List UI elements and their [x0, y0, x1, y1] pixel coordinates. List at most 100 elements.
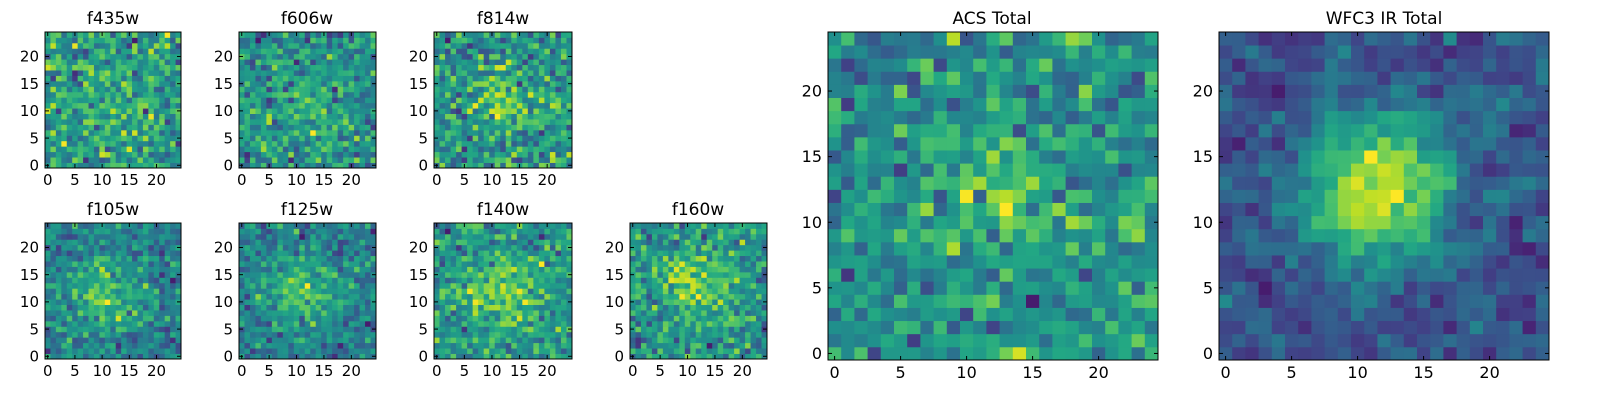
heatmap-cell: [880, 294, 895, 308]
heatmap-cell: [668, 315, 675, 322]
heatmap-cell: [126, 108, 133, 114]
heatmap-cell: [293, 64, 300, 71]
heatmap-cell: [1118, 189, 1132, 203]
heatmap-cell: [45, 239, 51, 246]
heatmap-cell: [483, 97, 490, 104]
heatmap-cell: [544, 59, 551, 66]
heatmap-cell: [657, 326, 664, 333]
heatmap-cell: [370, 337, 377, 344]
heatmap-cell: [478, 64, 485, 71]
heatmap-cell: [456, 80, 462, 87]
heatmap-cell: [450, 223, 457, 229]
heatmap-cell: [148, 70, 155, 76]
heatmap-cell: [126, 310, 133, 316]
heatmap-cell: [461, 239, 468, 246]
heatmap-cell: [494, 53, 501, 60]
heatmap-cell: [299, 348, 306, 354]
heatmap-cell: [77, 310, 84, 316]
heatmap-cell: [854, 150, 868, 164]
heatmap-cell: [170, 102, 176, 109]
heatmap-cell: [104, 233, 111, 240]
heatmap-cell: [159, 53, 166, 60]
heatmap-cell: [527, 129, 534, 136]
heatmap-cell: [55, 157, 62, 163]
heatmap-cell: [646, 337, 653, 344]
heatmap-cell: [706, 271, 713, 278]
heatmap-cell: [50, 162, 57, 169]
heatmap-cell: [745, 288, 751, 295]
heatmap-cell: [920, 346, 934, 361]
heatmap-cell: [527, 331, 534, 338]
heatmap-cell: [750, 326, 757, 333]
heatmap-cell: [115, 91, 122, 98]
heatmap-cell: [315, 59, 322, 66]
heatmap-cell: [690, 233, 697, 240]
heatmap-cell: [1065, 215, 1080, 230]
heatmap-cell: [646, 293, 653, 300]
heatmap-cell: [999, 228, 1014, 243]
heatmap-cell: [83, 129, 89, 136]
heatmap-cell: [271, 97, 278, 104]
heatmap-cell: [1039, 281, 1053, 295]
heatmap-cell: [249, 146, 256, 153]
heatmap-cell: [679, 315, 686, 322]
heatmap-cell: [159, 228, 166, 235]
heatmap-cell: [72, 75, 79, 82]
heatmap-cell: [121, 113, 127, 120]
heatmap-cell: [159, 353, 166, 360]
heatmap-cell: [549, 288, 556, 295]
heatmap-cell: [555, 151, 562, 158]
heatmap-cell: [511, 113, 518, 120]
heatmap-cell: [271, 53, 278, 60]
heatmap-cell: [894, 176, 908, 190]
heatmap-cell: [88, 129, 95, 136]
heatmap-cell: [293, 326, 300, 333]
heatmap-cell: [99, 37, 106, 44]
heatmap-cell: [500, 86, 507, 93]
heatmap-cell: [99, 288, 106, 295]
heatmap-cell: [271, 70, 278, 76]
heatmap-cell: [516, 304, 523, 311]
heatmap-cell: [973, 333, 987, 348]
y-tick-label: 5: [614, 320, 624, 338]
heatmap-cell: [701, 255, 708, 262]
heatmap-cell: [723, 233, 730, 240]
heatmap-cell: [104, 32, 111, 38]
heatmap-cell: [478, 326, 485, 333]
heatmap-cell: [142, 48, 149, 55]
heatmap-cell: [505, 124, 512, 131]
heatmap-cell: [511, 233, 518, 240]
heatmap-cell: [657, 261, 664, 267]
heatmap-cell: [745, 223, 751, 229]
heatmap-cell: [946, 281, 961, 295]
heatmap-cell: [739, 228, 746, 235]
heatmap-cell: [104, 124, 111, 131]
heatmap-cell: [560, 326, 567, 333]
heatmap-cell: [679, 277, 686, 284]
heatmap-cell: [555, 277, 562, 284]
heatmap-cell: [439, 42, 446, 49]
heatmap-cell: [99, 102, 106, 109]
heatmap-cell: [299, 261, 306, 267]
heatmap-cell: [93, 119, 100, 125]
heatmap-cell: [544, 337, 551, 344]
heatmap-cell: [266, 119, 273, 125]
heatmap-cell: [126, 151, 133, 158]
heatmap-cell: [489, 75, 496, 82]
heatmap-cell: [522, 326, 529, 333]
heatmap-cell: [282, 157, 289, 163]
heatmap-cell: [304, 91, 311, 98]
heatmap-cell: [321, 239, 328, 246]
heatmap-cell: [701, 348, 708, 354]
heatmap-cell: [77, 223, 84, 229]
heatmap-cell: [516, 48, 523, 55]
heatmap-cell: [544, 342, 551, 349]
heatmap-cell: [310, 64, 317, 71]
heatmap-cell: [739, 293, 746, 300]
heatmap-cell: [244, 326, 251, 333]
heatmap-cell: [170, 244, 176, 251]
heatmap-cell: [445, 86, 451, 93]
heatmap-cell: [77, 64, 84, 71]
heatmap-cell: [266, 320, 273, 327]
heatmap-cell: [170, 228, 176, 235]
